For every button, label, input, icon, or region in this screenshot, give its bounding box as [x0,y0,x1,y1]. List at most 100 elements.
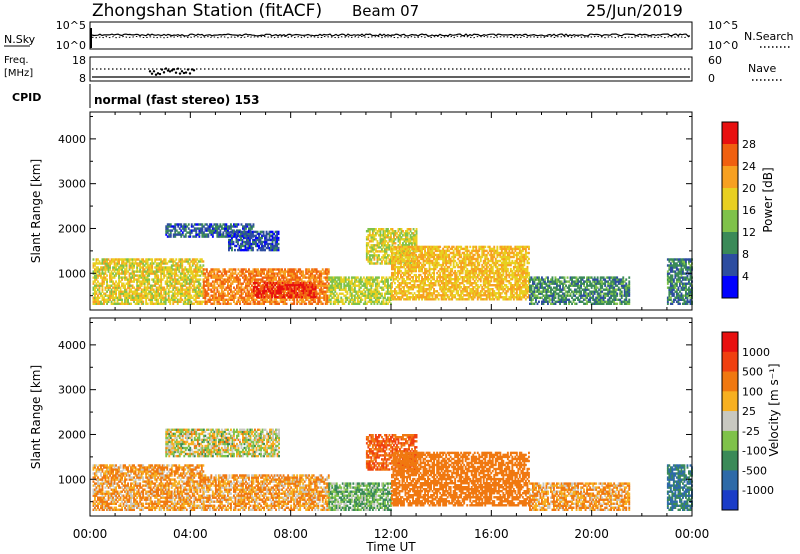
freq-trace [92,67,690,77]
power-cell [418,276,420,278]
freq-tick-top: 18 [72,54,86,67]
date-label: 25/Jun/2019 [586,1,683,20]
power-cell [395,242,397,244]
power-cell [245,268,247,270]
power-cell [316,268,318,270]
power-cell [232,283,234,285]
power-cell [315,296,317,298]
beam-label: Beam 07 [352,2,419,20]
power-cell [457,290,459,292]
power-cell [420,262,422,264]
power-cell [257,268,259,270]
power-cell [433,288,435,290]
freq-label: Freq. [4,55,29,66]
power-cell [439,246,441,248]
nave-label: Nave [748,62,776,75]
power-cell [213,270,215,272]
nsky-line [92,34,690,36]
nsky-tick-top: 10^5 [56,19,86,32]
power-cell [378,254,380,256]
power-cell [410,228,412,230]
power-cell [142,301,144,303]
power-cell [429,264,431,266]
power-cell [394,282,396,284]
nsky-label: N.Sky [4,33,36,46]
power-cell [308,268,310,270]
power-cell [118,283,120,285]
power-cell [328,270,330,272]
power-cell [148,278,150,280]
power-cell [238,268,240,270]
power-cell [245,227,247,229]
freq-scatter-point [151,73,153,75]
nsearch-tick-top: 10^5 [708,19,738,32]
cpid-label: CPID [12,91,41,104]
nsearch-line [92,36,690,37]
power-cell [199,278,201,280]
freq-scatter-point [185,71,187,73]
power-cell [278,247,280,249]
power-cell [299,268,301,270]
power-cell [295,268,297,270]
freq-scatter-point [179,72,181,74]
power-cell [252,249,254,251]
power-cell [281,268,283,270]
freq-scatter-point [193,69,195,71]
power-cell [242,283,244,285]
power-cell [456,262,458,264]
power-cell [224,283,226,285]
power-cell [322,268,324,270]
power-cell [121,299,123,301]
power-cell [202,301,204,303]
cpid-text: normal (fast stereo) 153 [94,93,260,107]
power-cell [99,297,101,299]
power-cell [416,232,418,234]
power-cell [106,274,108,276]
power-cell [202,264,204,266]
power-cell [151,258,153,260]
power-cell [198,297,200,299]
nsky-tick-bottom: 10^0 [56,39,86,52]
power-cell [416,228,418,230]
power-cell [466,246,468,248]
power-cell [372,283,374,285]
nave-tick-top: 60 [708,54,722,67]
power-cell [315,292,317,294]
power-cell [302,270,304,272]
power-cell [230,303,232,305]
power-cell [213,283,215,285]
nave-tick-bottom: 0 [708,72,715,85]
freq-scatter-point [181,70,183,72]
power-cell [468,250,470,252]
power-cell [433,276,435,278]
freq-scatter-point [163,71,165,73]
freq-unit-label: [MHz] [4,68,33,79]
power-cell [199,283,201,285]
power-cell [144,283,146,285]
freq-scatter-point [183,72,185,74]
power-cell [224,268,226,270]
nsky-trace [91,28,690,48]
power-cell [233,241,235,243]
power-cell [315,284,317,286]
power-cell [106,278,108,280]
power-cell [263,270,265,272]
power-cell [235,270,237,272]
radar-summary-plot: Zhongshan Station (fitACF) Beam 07 25/Ju… [0,0,800,554]
power-cell [130,303,132,305]
power-cell [282,282,284,284]
power-cell [286,303,288,305]
power-cell [278,249,280,251]
power-cell [373,258,375,260]
power-cell [322,303,324,305]
power-cell [175,258,177,260]
power-cell [380,297,382,299]
power-cell [238,223,240,225]
power-cell [185,227,187,229]
power-cell [453,290,455,292]
power-cell [165,258,167,260]
power-cell [361,299,363,301]
power-cell [190,295,192,297]
freq-scatter-point [155,74,157,76]
power-cell [278,237,280,239]
